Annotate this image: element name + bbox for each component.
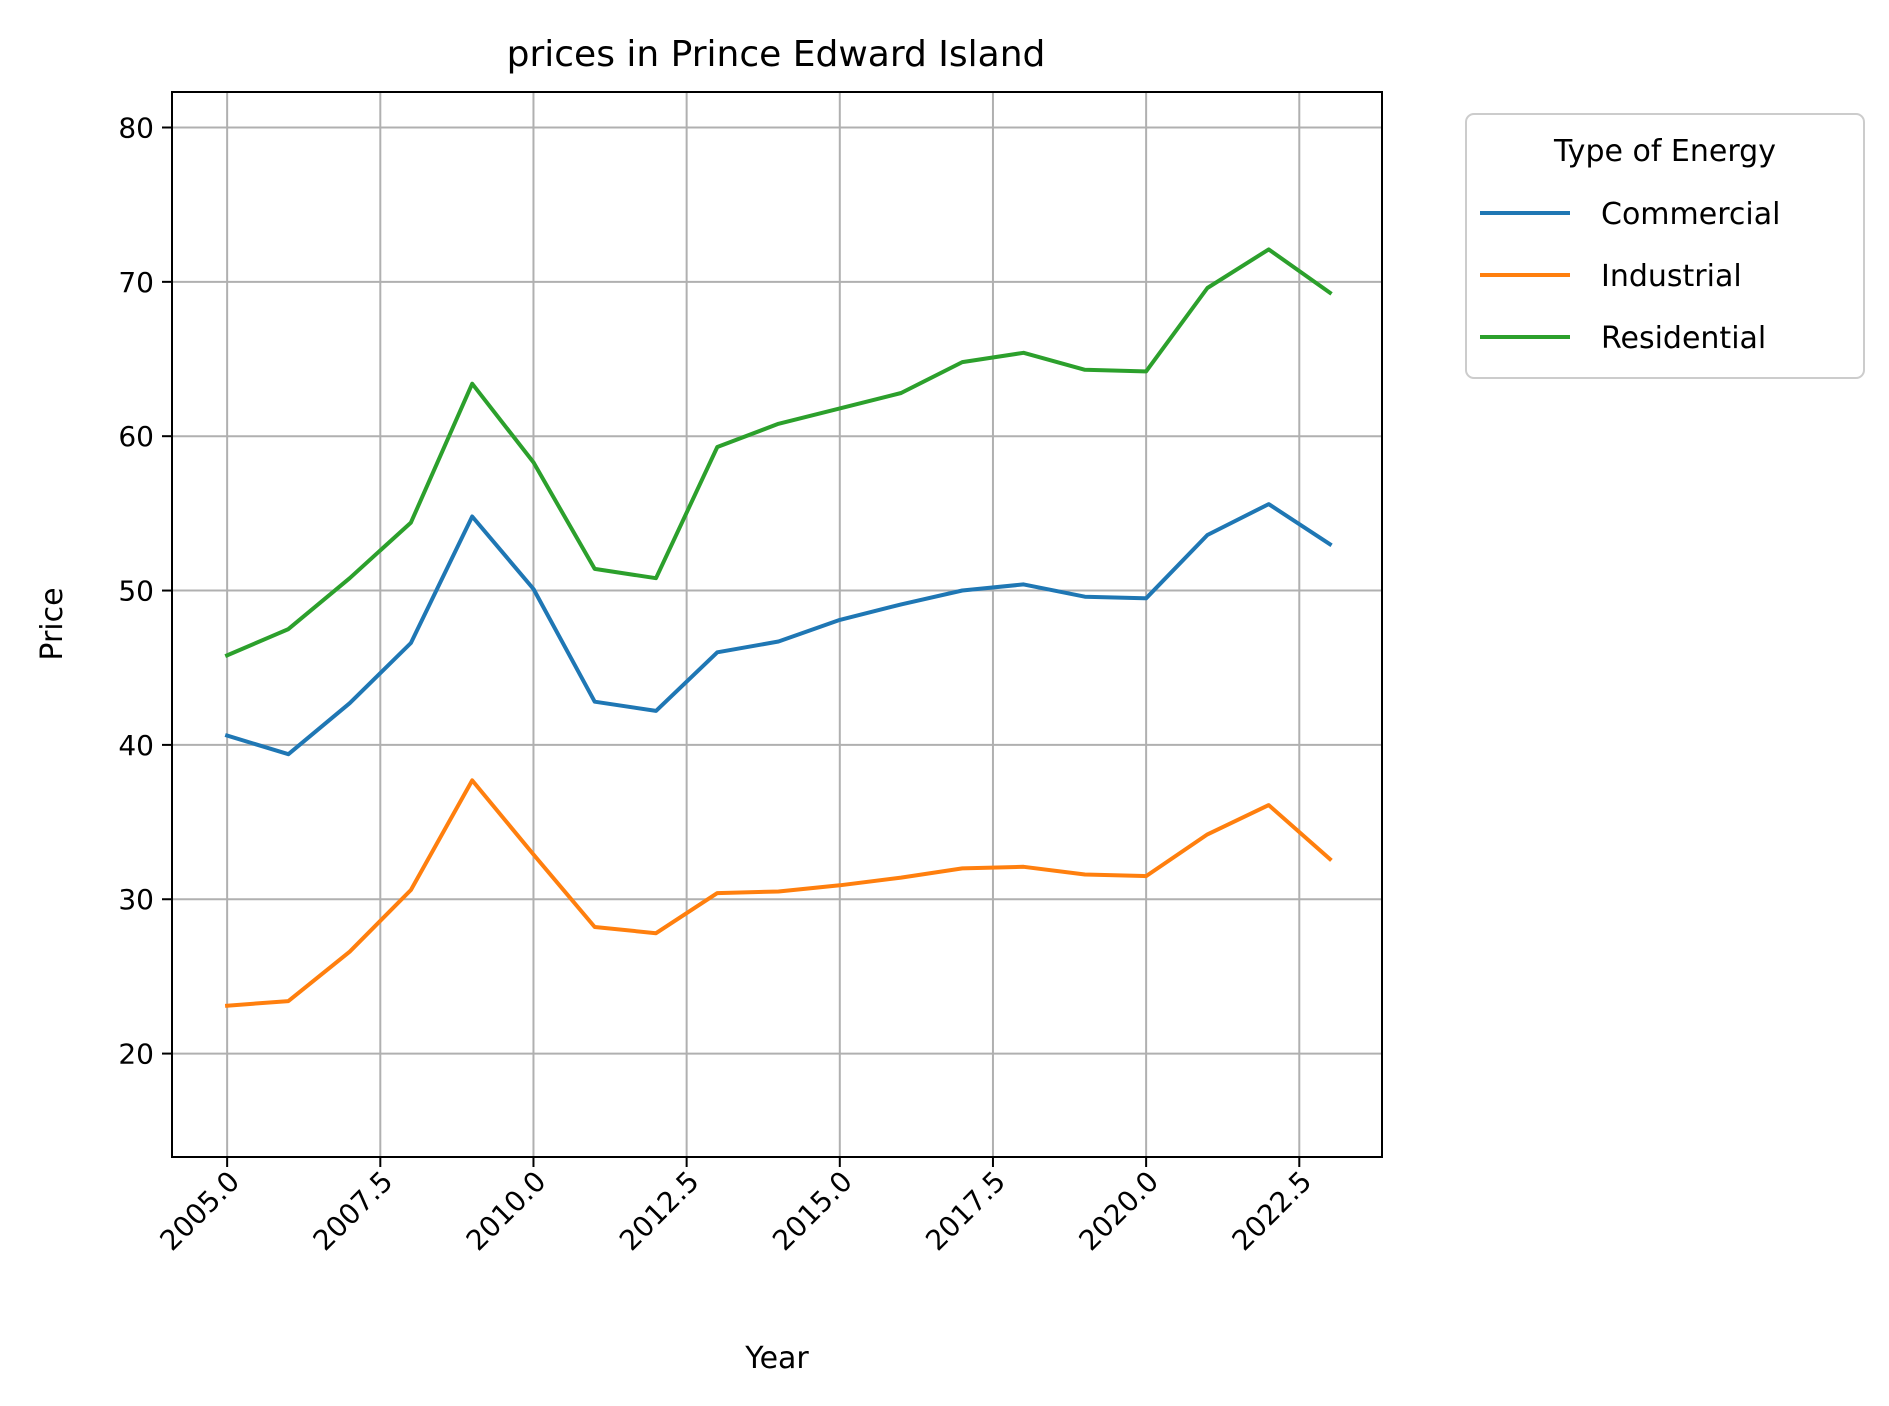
legend-item-residential: Residential — [1480, 321, 1766, 356]
y-tick-label: 20 — [118, 1038, 154, 1071]
legend-label: Commercial — [1601, 197, 1780, 232]
y-axis-label: Price — [35, 587, 70, 660]
y-tick-label: 60 — [118, 420, 154, 453]
x-tick-label: 2005.0 — [153, 1165, 246, 1258]
legend-label: Residential — [1601, 321, 1766, 356]
gridlines — [172, 92, 1382, 1157]
series-line-industrial — [224, 778, 1333, 1008]
legend-items: Commercial Industrial Residential — [1480, 197, 1780, 356]
legend-box — [1465, 113, 1865, 379]
x-axis-ticks: 2005.0 2007.5 2010.0 2012.5 2015.0 2017.5 2020… — [153, 1157, 1318, 1257]
y-tick-label: 50 — [118, 575, 154, 608]
series-lines — [224, 247, 1333, 1008]
x-tick-label: 2017.5 — [919, 1165, 1012, 1258]
y-tick-label: 70 — [118, 266, 154, 299]
legend-label: Industrial — [1601, 259, 1742, 294]
x-tick-label: 2012.5 — [613, 1165, 706, 1258]
legend-title: Type of Energy — [1553, 134, 1776, 169]
y-axis-ticks: 20 30 40 50 60 70 80 — [118, 112, 172, 1071]
legend-item-industrial: Industrial — [1480, 259, 1742, 294]
y-tick-label: 80 — [118, 112, 154, 145]
series-line-residential — [224, 247, 1333, 659]
chart-title: prices in Prince Edward Island — [507, 34, 1046, 75]
legend: Type of Energy Commercial Industrial Resid… — [1465, 113, 1865, 379]
series-line-commercial — [224, 502, 1333, 757]
y-tick-label: 40 — [118, 729, 154, 762]
x-axis-label: Year — [744, 1341, 809, 1376]
x-tick-label: 2007.5 — [307, 1165, 400, 1258]
x-tick-label: 2020.0 — [1072, 1165, 1165, 1258]
legend-item-commercial: Commercial — [1480, 197, 1780, 232]
plot-frame — [171, 91, 1383, 1158]
y-tick-label: 30 — [118, 883, 154, 916]
x-tick-label: 2010.0 — [460, 1165, 553, 1258]
x-tick-label: 2015.0 — [766, 1165, 859, 1258]
x-tick-label: 2022.5 — [1226, 1165, 1319, 1258]
